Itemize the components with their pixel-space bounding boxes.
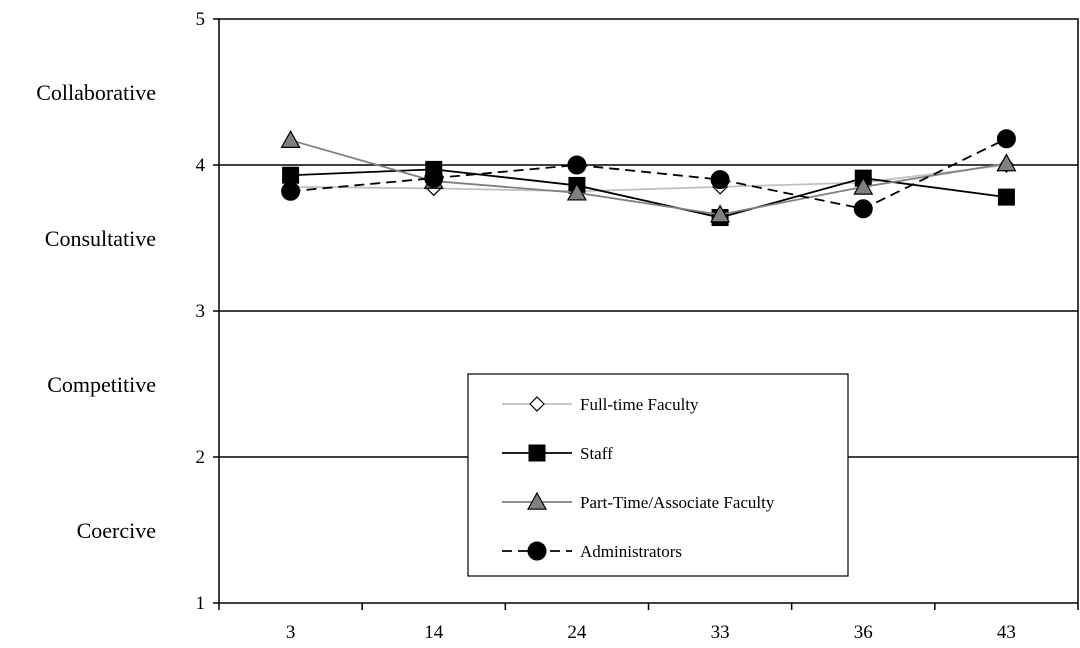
series-1 <box>282 160 1015 227</box>
data-point <box>424 168 444 188</box>
series-line <box>290 137 1007 210</box>
legend-label: Full-time Faculty <box>580 395 699 414</box>
band-label-collaborative: Collaborative <box>36 80 156 105</box>
x-tick-label: 33 <box>711 622 730 643</box>
band-label-coercive: Coercive <box>77 518 156 543</box>
data-point <box>566 182 587 201</box>
data-point <box>281 181 301 201</box>
series-layer <box>280 129 1017 227</box>
data-point <box>997 188 1015 206</box>
series-3 <box>281 129 1016 219</box>
data-point <box>710 170 730 190</box>
legend-marker <box>526 491 548 510</box>
data-point <box>853 176 874 195</box>
x-tick-label: 24 <box>567 622 587 643</box>
series-line <box>290 164 1007 193</box>
legend-label: Staff <box>580 444 613 463</box>
legend: Full-time Faculty Staff Part-Time/Associat… <box>467 373 849 577</box>
legend-label: Administrators <box>580 542 682 561</box>
data-point <box>996 153 1017 172</box>
series-0 <box>282 157 1015 200</box>
axis-layer: 1 2 3 4 5 3 14 24 33 36 43 <box>196 9 1079 643</box>
band-label-competitive: Competitive <box>47 372 156 397</box>
y-tick-label: 5 <box>196 9 206 30</box>
y-tick-label: 3 <box>196 301 206 322</box>
legend-label: Part-Time/Associate Faculty <box>580 493 775 512</box>
data-point <box>710 204 731 223</box>
legend-marker <box>527 541 547 561</box>
data-point <box>567 155 587 175</box>
y-tick-label: 4 <box>196 155 206 176</box>
x-tick-label: 36 <box>854 622 873 643</box>
y-tick-label: 2 <box>196 447 206 468</box>
data-point <box>282 166 300 184</box>
data-point <box>996 129 1016 149</box>
band-label-layer: Collaborative Consultative Competitive Coer… <box>36 80 156 543</box>
legend-marker <box>529 396 545 412</box>
series-line <box>290 139 1007 216</box>
data-point <box>853 199 873 219</box>
band-label-consultative: Consultative <box>45 226 156 251</box>
data-point <box>280 129 301 148</box>
x-tick-label: 43 <box>997 622 1016 643</box>
y-tick-label: 1 <box>196 593 206 614</box>
series-line <box>290 168 1007 219</box>
x-tick-label: 14 <box>424 622 444 643</box>
legend-marker <box>528 444 546 462</box>
x-tick-label: 3 <box>286 622 296 643</box>
legend-box <box>467 373 849 577</box>
